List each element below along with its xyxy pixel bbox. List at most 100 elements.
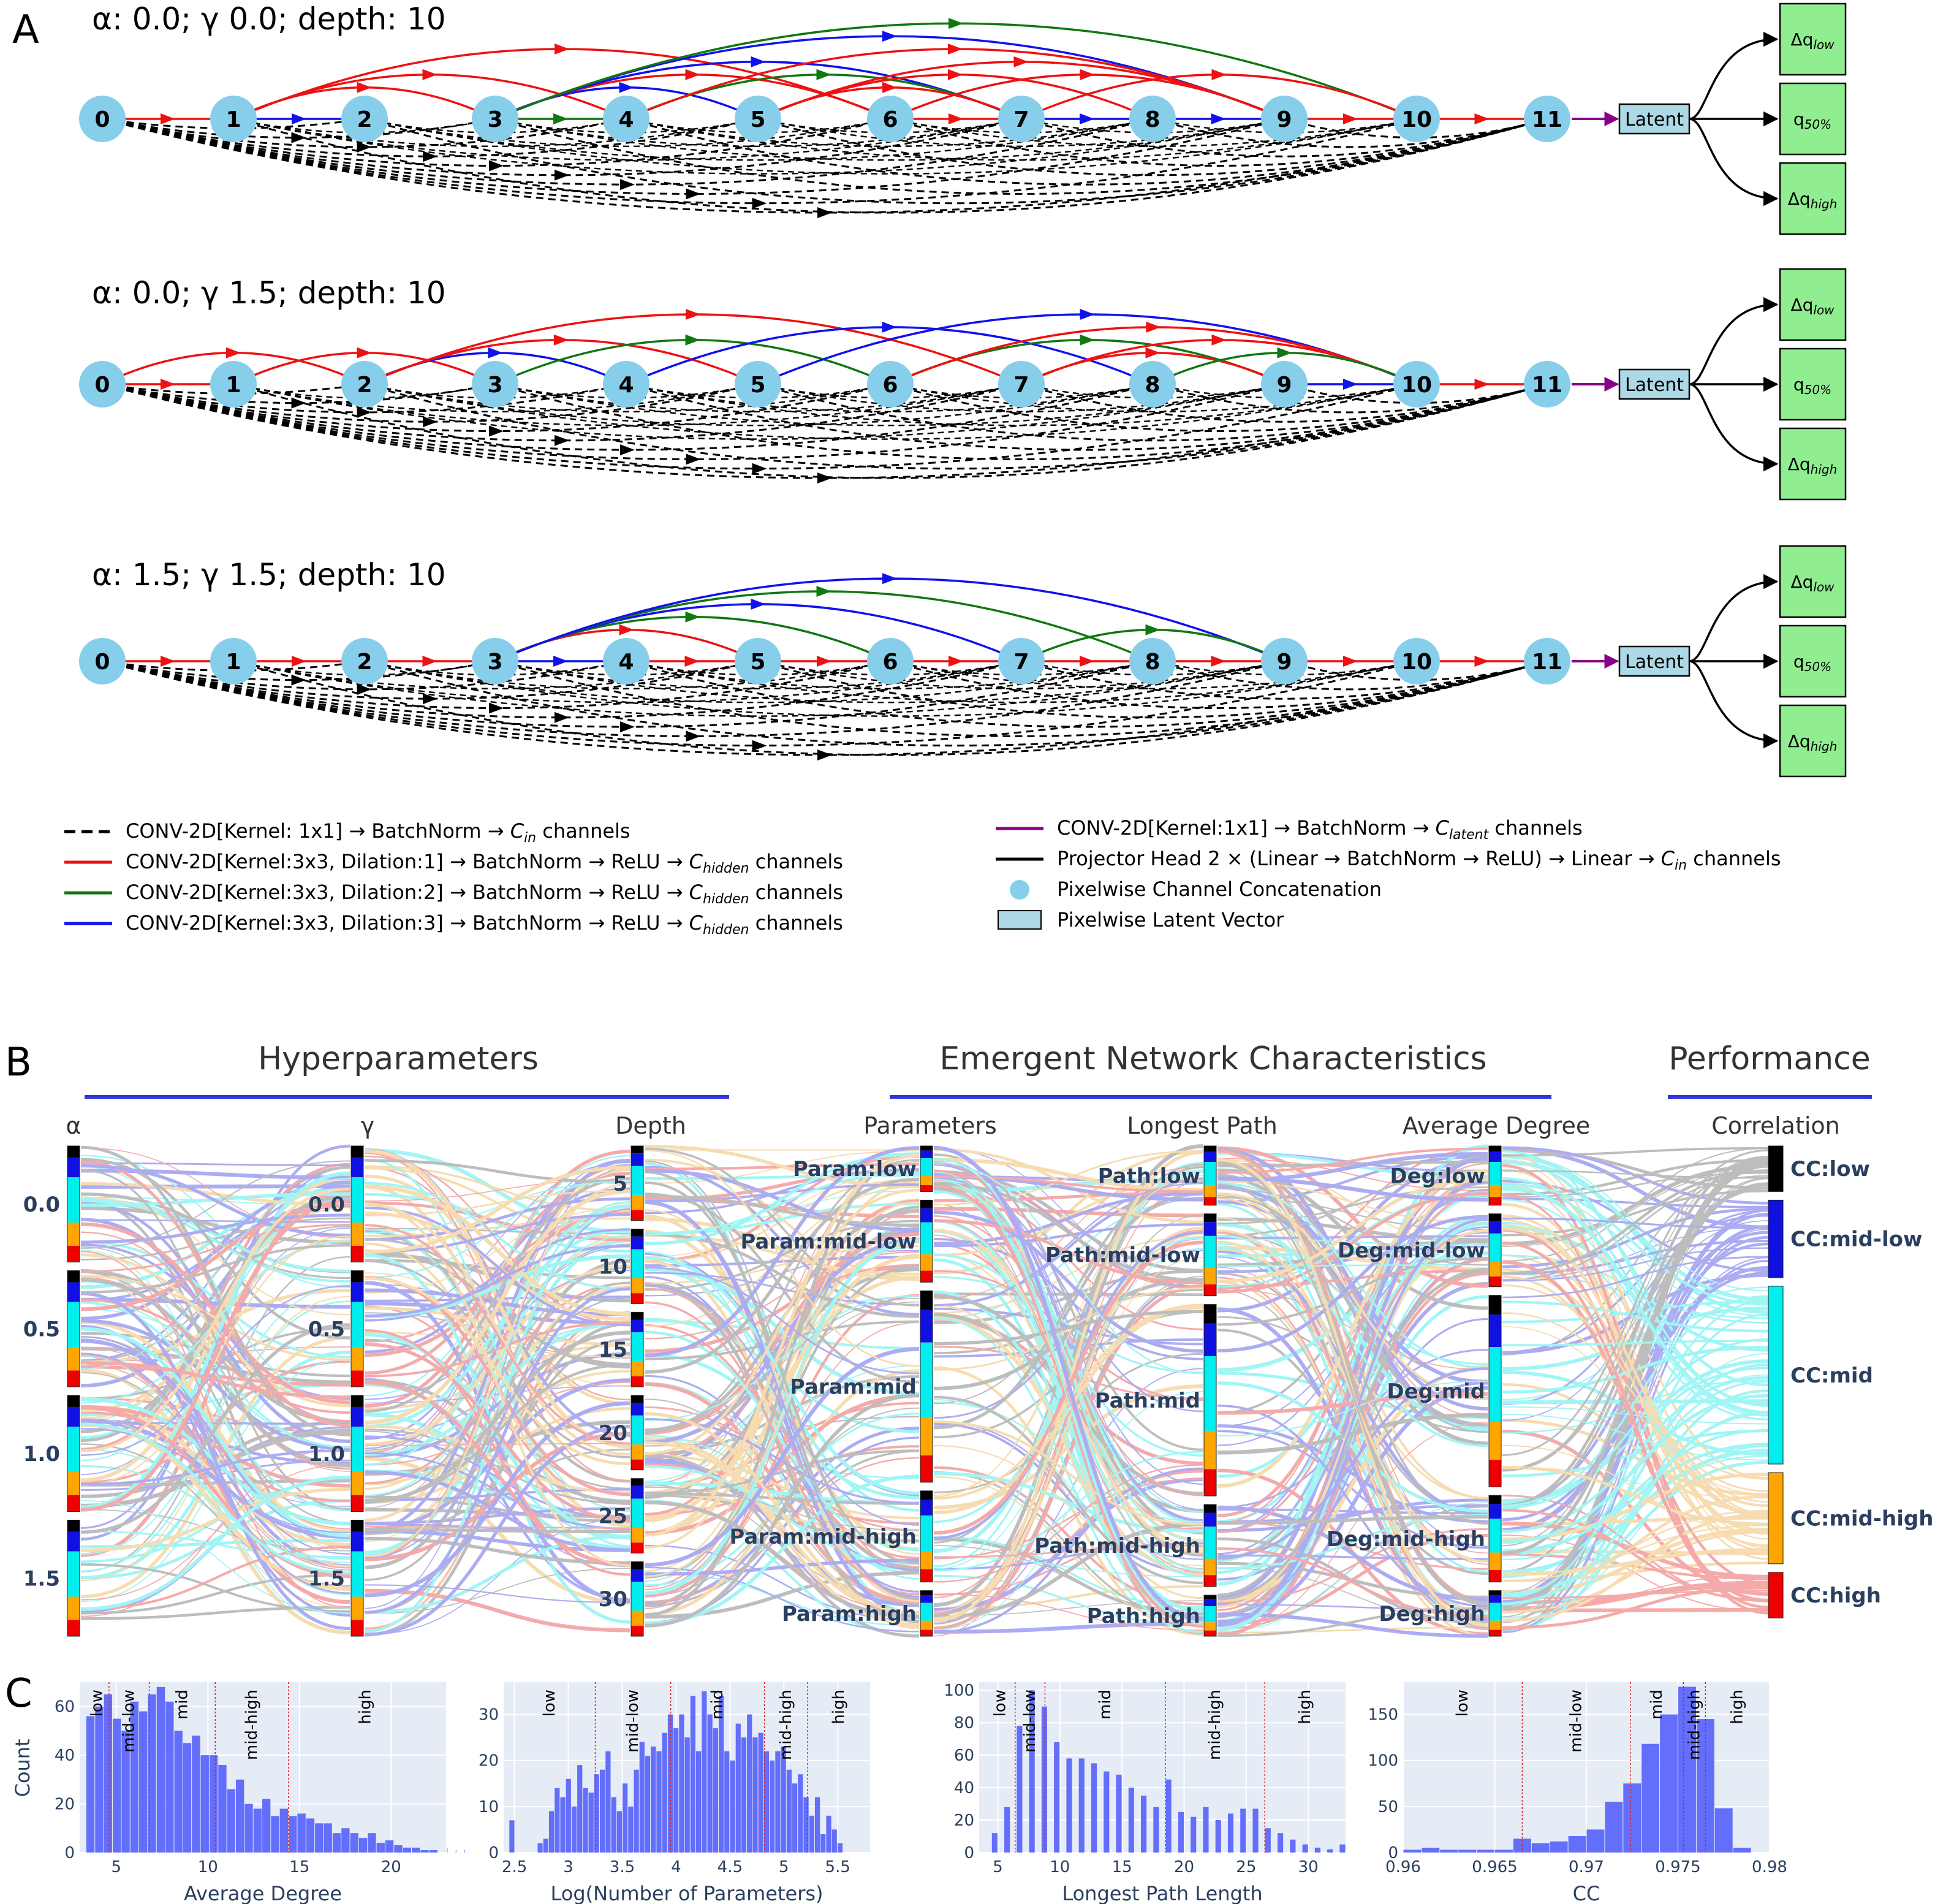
category-segment: [920, 1176, 933, 1185]
quantile-output-label: Δqlow: [1790, 29, 1835, 52]
category-ribbon: [80, 1475, 350, 1611]
category-segment: [351, 1551, 363, 1597]
category-ribbon: [1217, 1607, 1488, 1637]
histogram-bar: [385, 1840, 394, 1853]
y-tick-label: 20: [479, 1752, 499, 1770]
y-tick-label: 50: [1378, 1798, 1398, 1816]
legend-text: CONV-2D[Kernel: 1x1] → BatchNorm →: [126, 819, 510, 843]
category-ribbon: [1502, 1524, 1769, 1577]
quantile-output-label: Δqhigh: [1788, 189, 1838, 211]
category-segment: [1489, 1620, 1501, 1630]
legend-label: CONV-2D[Kernel: 1x1] → BatchNorm → Cin c…: [126, 819, 630, 846]
category-label: Path:mid: [1095, 1389, 1200, 1413]
histogram-bar: [1116, 1774, 1122, 1853]
edge-arrowhead: [685, 334, 700, 346]
node-label: 11: [1532, 650, 1562, 675]
category-segment: [351, 1302, 363, 1348]
histogram-bar: [1605, 1802, 1623, 1853]
category-ribbon: [933, 1284, 1203, 1630]
conv1x1-edge: [364, 118, 891, 147]
node-label: 6: [882, 650, 898, 675]
histogram-bar: [803, 1797, 809, 1853]
category-ribbon: [1502, 1149, 1769, 1456]
legend-text-tail: channels: [749, 911, 843, 935]
region-label: mid-high: [1206, 1690, 1224, 1760]
histogram-bar: [1017, 1726, 1023, 1853]
edge-arrowhead: [553, 113, 568, 124]
category-segment: [1489, 1421, 1501, 1460]
category-ribbon: [644, 1500, 920, 1619]
category-segment: [67, 1245, 80, 1262]
category-segment: [1204, 1146, 1216, 1152]
category-ribbon: [1502, 1169, 1769, 1275]
category-ribbon: [80, 1563, 350, 1613]
node-label: 8: [1145, 107, 1160, 132]
category-ribbon: [1217, 1367, 1488, 1559]
histogram-bar: [1041, 1706, 1047, 1853]
histogram-bar: [394, 1845, 403, 1853]
x-tick-label: 0.97: [1569, 1858, 1604, 1876]
conv1x1-edge: [494, 383, 1022, 412]
edge-arrowhead: [619, 624, 634, 635]
concat-node: [210, 361, 257, 408]
edge-arrowhead: [489, 702, 504, 714]
histogram-bar: [831, 1829, 837, 1853]
latent-box: [1618, 368, 1691, 400]
category-ribbon: [364, 1235, 630, 1496]
quantile-output-box: [1779, 347, 1847, 421]
category-ribbon: [80, 1463, 350, 1601]
category-bar: [67, 1145, 80, 1262]
category-ribbon: [80, 1217, 350, 1261]
category-ribbon: [644, 1394, 920, 1535]
y-tick-label: 60: [55, 1698, 75, 1716]
category-bar: [1768, 1199, 1784, 1278]
category-axis: Parameters Param:low Param:mid-low Param:mi…: [729, 1112, 997, 1637]
graph-title: α: 1.5; γ 1.5; depth: 10: [92, 557, 446, 593]
category-ribbon: [1217, 1267, 1488, 1601]
ribbons: [80, 1144, 1769, 1638]
node-label: 11: [1532, 107, 1562, 132]
category-ribbon: [80, 1169, 350, 1511]
category-ribbon: [644, 1146, 920, 1357]
category-segment: [1204, 1222, 1216, 1236]
category-segment: [920, 1342, 933, 1417]
category-label: Param:mid-low: [740, 1229, 917, 1254]
conv1x1-edge: [1021, 118, 1548, 157]
x-tick-label: 25: [1236, 1858, 1256, 1876]
category-ribbon: [933, 1445, 1203, 1567]
y-tick-label: 0: [488, 1844, 499, 1862]
category-segment: [67, 1531, 80, 1552]
edge-arrowhead: [620, 179, 635, 191]
histogram-bar: [1227, 1813, 1234, 1853]
histogram-bar: [560, 1797, 566, 1853]
category-ribbon: [1502, 1146, 1769, 1205]
category-label: CC:low: [1790, 1157, 1870, 1181]
category-bar: [920, 1290, 933, 1483]
histogram-bar: [1128, 1788, 1134, 1853]
edge-arrowhead: [685, 611, 700, 623]
category-ribbon: [1502, 1446, 1769, 1622]
conv1x1-edge: [364, 383, 1153, 427]
legend-channel-sub: in: [524, 830, 536, 846]
category-bar: [350, 1395, 364, 1512]
histogram-bar: [411, 1848, 420, 1853]
histogram: 0 20 40 60 5 10 15 20 low mid-low mid mid-high high A…: [55, 1682, 466, 1904]
y-tick-label: 10: [479, 1798, 499, 1816]
edge-arrowhead: [1211, 656, 1226, 667]
histogram-bar: [121, 1731, 130, 1853]
histogram-bar: [174, 1731, 183, 1853]
histogram-bar: [1422, 1848, 1440, 1853]
category-label: 0.0: [308, 1193, 345, 1217]
concat-node: [1261, 96, 1308, 142]
histogram-bar: [548, 1811, 555, 1853]
category-ribbon: [364, 1181, 630, 1234]
node-label: 3: [487, 373, 502, 398]
category-segment: [1489, 1347, 1501, 1422]
conv1x1-edge: [1021, 383, 1285, 399]
category-segment: [631, 1332, 643, 1362]
edge-arrowhead: [357, 141, 372, 153]
histogram-bar: [95, 1706, 104, 1853]
region-label: mid: [1648, 1690, 1666, 1720]
category-ribbon: [644, 1288, 920, 1568]
category-segment: [1204, 1558, 1216, 1576]
